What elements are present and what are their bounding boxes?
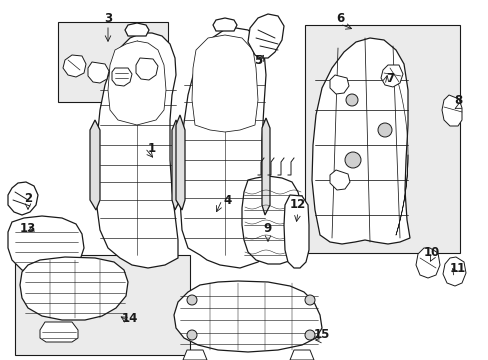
Polygon shape [262,118,269,215]
Polygon shape [329,75,348,94]
Polygon shape [247,14,284,58]
Text: 1: 1 [148,141,156,154]
Polygon shape [192,35,258,132]
Polygon shape [90,120,100,210]
Text: 14: 14 [122,311,138,324]
Polygon shape [311,38,409,244]
Polygon shape [174,281,321,352]
Polygon shape [284,195,308,268]
Polygon shape [176,115,184,210]
Polygon shape [441,95,461,126]
Polygon shape [380,65,402,87]
Circle shape [186,330,197,340]
Polygon shape [108,41,165,125]
Polygon shape [8,182,38,215]
Polygon shape [112,68,132,86]
Polygon shape [40,322,78,342]
Polygon shape [172,120,180,210]
Text: 13: 13 [20,221,36,234]
Circle shape [346,94,357,106]
Polygon shape [415,248,439,278]
Polygon shape [125,23,149,36]
Text: 7: 7 [385,72,393,85]
Polygon shape [88,62,109,83]
Text: 2: 2 [24,192,32,204]
Polygon shape [136,58,158,80]
Text: 4: 4 [224,194,232,207]
Polygon shape [213,18,237,31]
Text: 15: 15 [313,328,329,342]
Polygon shape [289,350,313,360]
Polygon shape [183,350,206,360]
Polygon shape [242,176,304,264]
Circle shape [377,123,391,137]
Polygon shape [8,216,84,275]
Circle shape [345,152,360,168]
Text: 5: 5 [253,54,262,67]
Text: 10: 10 [423,246,439,258]
Polygon shape [180,28,269,268]
Circle shape [305,295,314,305]
Bar [58,22,168,102]
Bar [15,255,190,355]
Circle shape [186,295,197,305]
Polygon shape [63,55,86,77]
Text: 6: 6 [335,12,344,24]
Bar [305,25,459,253]
Text: 12: 12 [289,198,305,211]
Polygon shape [95,33,178,268]
Circle shape [305,330,314,340]
Polygon shape [442,257,465,286]
Text: 8: 8 [453,94,461,107]
Text: 11: 11 [449,261,465,274]
Polygon shape [20,257,128,320]
Text: 9: 9 [264,221,271,234]
Text: 3: 3 [104,12,112,24]
Polygon shape [329,170,349,190]
